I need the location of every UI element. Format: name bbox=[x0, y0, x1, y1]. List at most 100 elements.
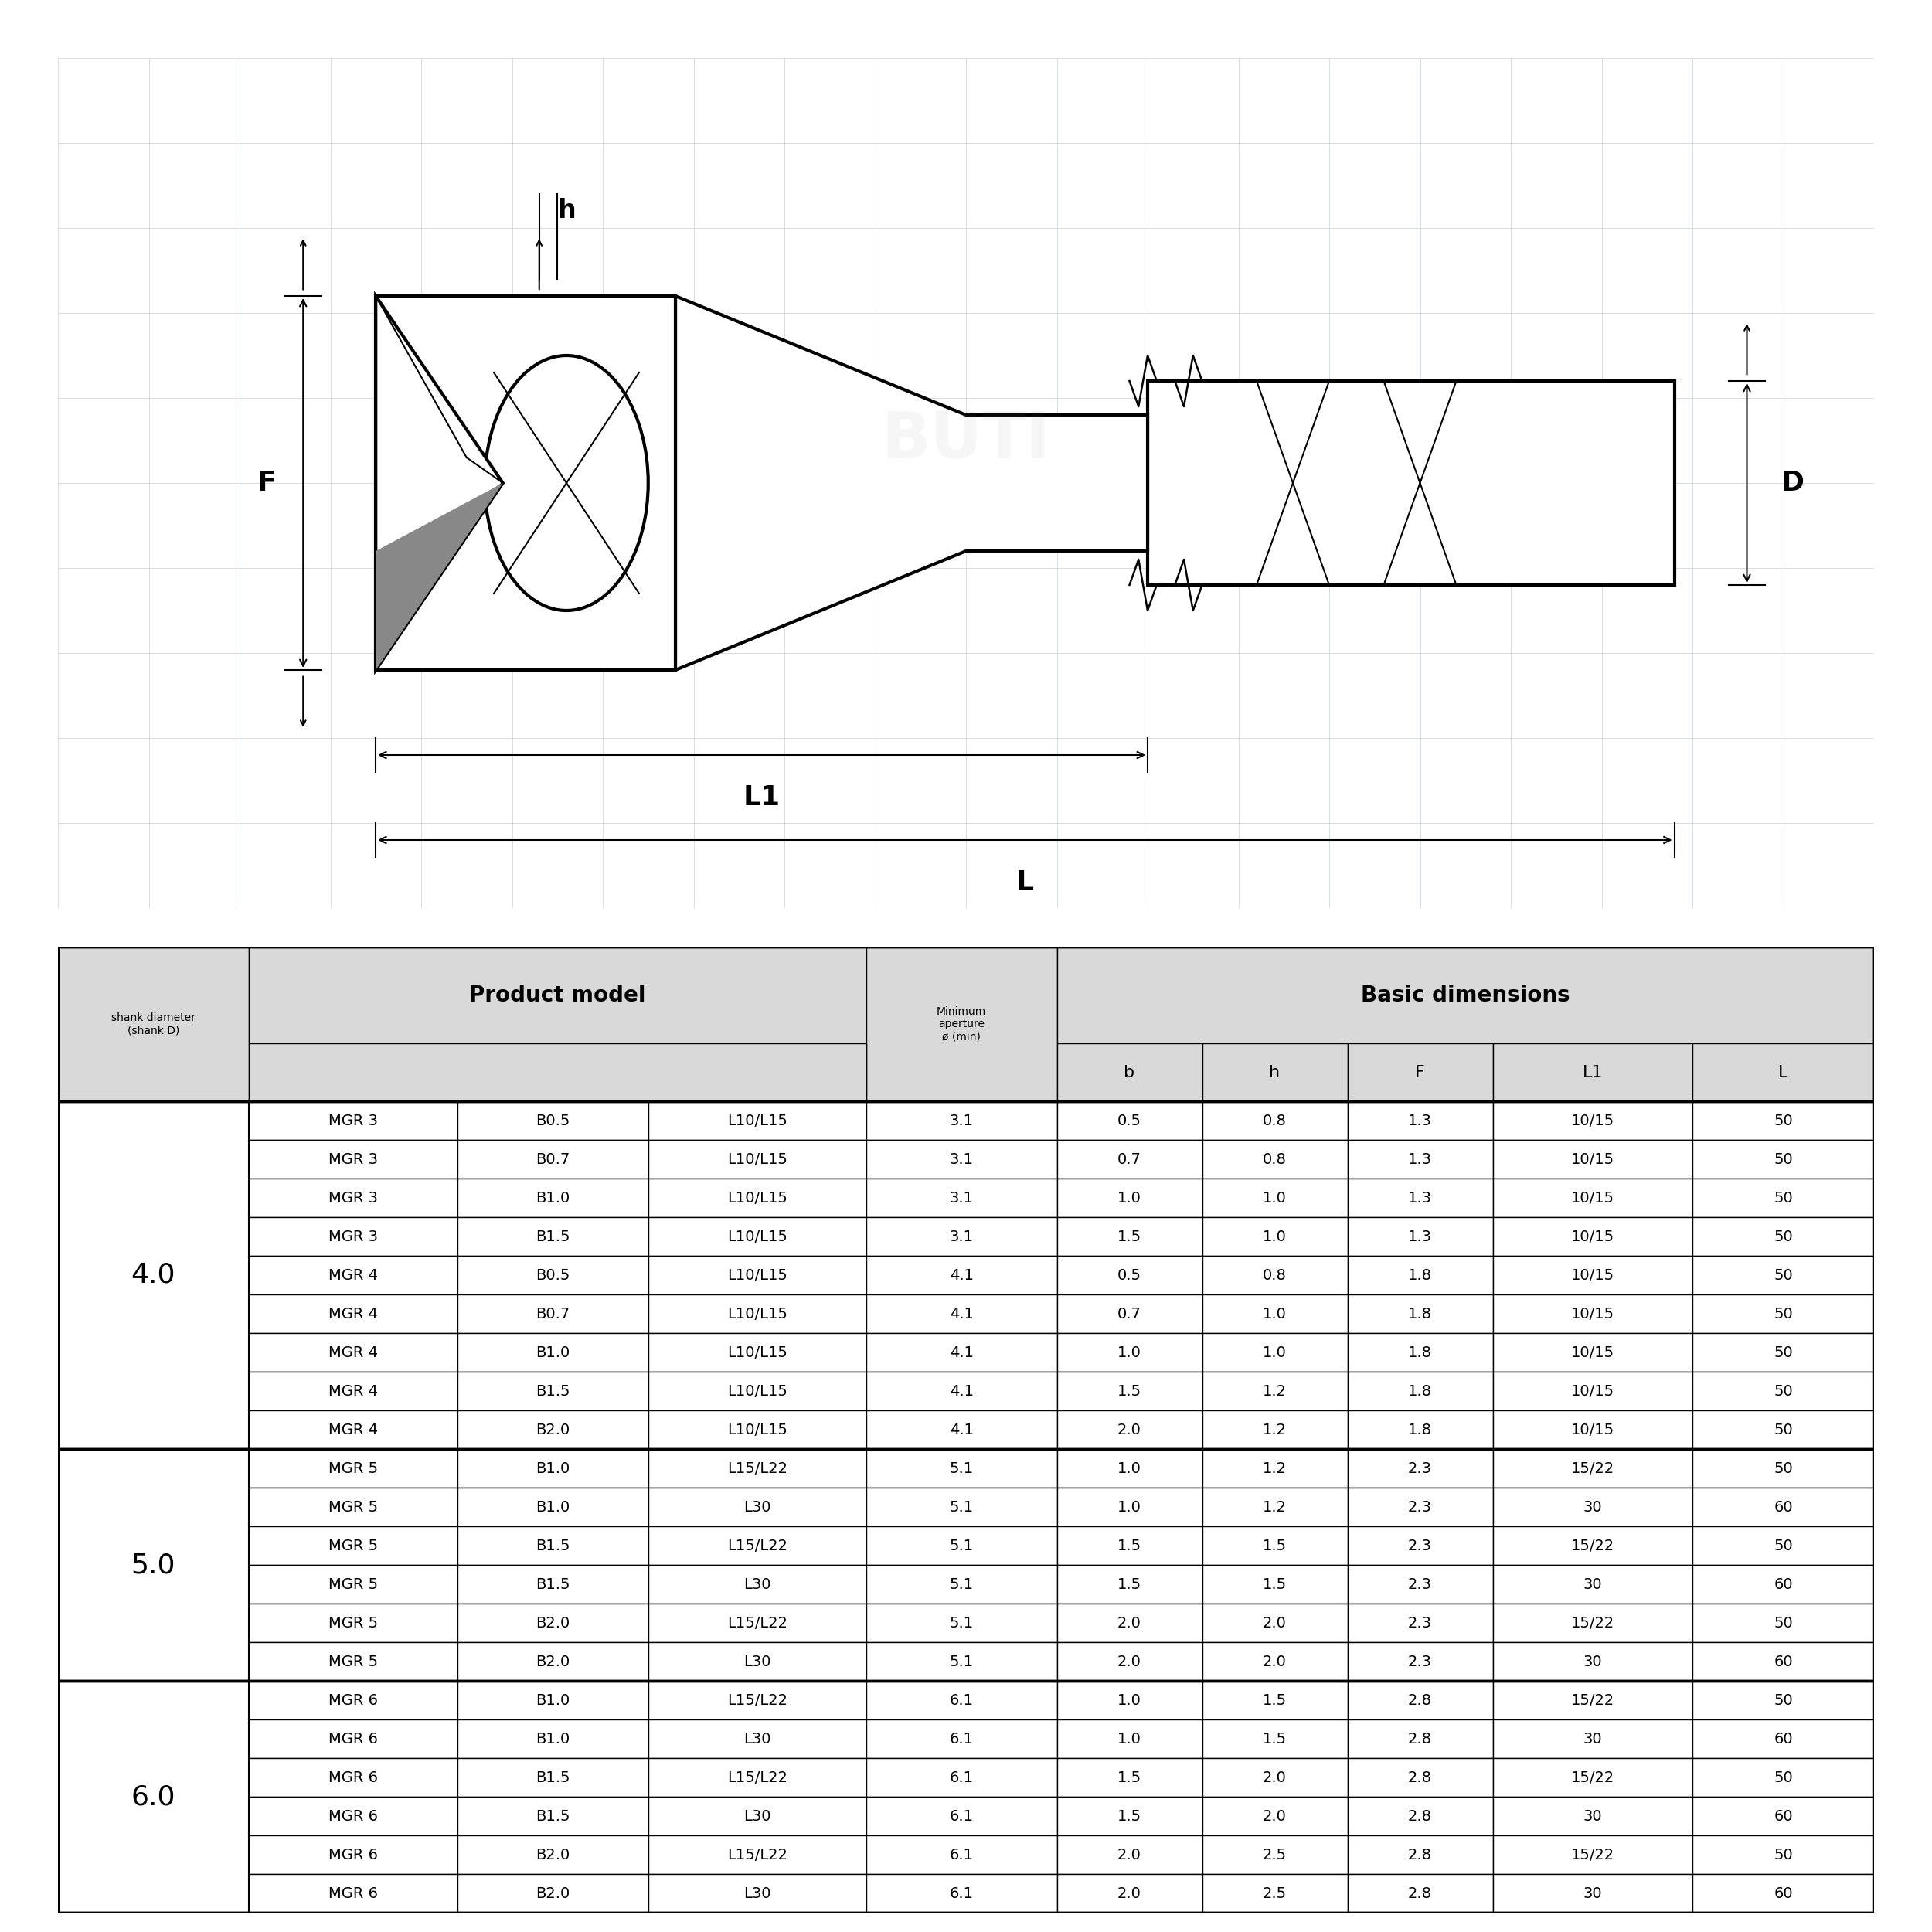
Bar bbox=[249, 1758, 458, 1797]
Bar bbox=[1202, 1410, 1347, 1449]
Bar bbox=[649, 1719, 866, 1758]
Bar bbox=[1347, 1642, 1493, 1681]
Bar bbox=[1202, 1797, 1347, 1835]
Text: B1.5: B1.5 bbox=[535, 1229, 570, 1244]
Text: 10/15: 10/15 bbox=[1571, 1113, 1615, 1128]
Bar bbox=[458, 1256, 649, 1294]
Text: 30: 30 bbox=[1582, 1654, 1602, 1669]
Text: MGR 6: MGR 6 bbox=[328, 1731, 379, 1747]
Bar bbox=[1202, 1681, 1347, 1719]
Bar bbox=[649, 1565, 866, 1604]
Text: F: F bbox=[257, 469, 276, 497]
Text: L30: L30 bbox=[744, 1654, 771, 1669]
Text: MGR 4: MGR 4 bbox=[328, 1267, 379, 1283]
Text: 1.0: 1.0 bbox=[1264, 1306, 1287, 1321]
Bar bbox=[1347, 1372, 1493, 1410]
Text: 3.1: 3.1 bbox=[949, 1151, 974, 1167]
Text: 1.5: 1.5 bbox=[1264, 1577, 1287, 1592]
Text: 2.8: 2.8 bbox=[1408, 1886, 1432, 1901]
Bar bbox=[1692, 1140, 1874, 1179]
Bar bbox=[458, 1797, 649, 1835]
Bar bbox=[1692, 1294, 1874, 1333]
Text: L: L bbox=[1016, 869, 1034, 896]
Bar bbox=[1692, 1681, 1874, 1719]
Bar bbox=[249, 1256, 458, 1294]
Text: 1.5: 1.5 bbox=[1117, 1538, 1142, 1553]
Bar bbox=[1493, 1043, 1692, 1101]
Text: 1.8: 1.8 bbox=[1408, 1422, 1432, 1437]
Bar bbox=[649, 1372, 866, 1410]
Bar bbox=[1493, 1410, 1692, 1449]
Bar bbox=[649, 1758, 866, 1797]
Text: 6.1: 6.1 bbox=[949, 1886, 974, 1901]
Bar bbox=[1057, 1140, 1202, 1179]
Bar bbox=[866, 1526, 1057, 1565]
Bar bbox=[866, 1642, 1057, 1681]
Bar bbox=[1347, 1333, 1493, 1372]
Bar bbox=[249, 1565, 458, 1604]
Text: 10/15: 10/15 bbox=[1571, 1383, 1615, 1399]
Text: L1: L1 bbox=[744, 784, 781, 811]
Bar bbox=[1202, 1526, 1347, 1565]
Bar bbox=[1347, 1101, 1493, 1140]
Bar bbox=[1692, 1256, 1874, 1294]
Text: B1.0: B1.0 bbox=[535, 1345, 570, 1360]
Text: 10/15: 10/15 bbox=[1571, 1422, 1615, 1437]
Bar bbox=[458, 1835, 649, 1874]
Text: MGR 5: MGR 5 bbox=[328, 1538, 379, 1553]
Bar bbox=[458, 1410, 649, 1449]
Bar bbox=[1347, 1256, 1493, 1294]
Text: MGR 6: MGR 6 bbox=[328, 1770, 379, 1785]
Bar bbox=[649, 1410, 866, 1449]
Text: 2.0: 2.0 bbox=[1264, 1808, 1287, 1824]
Text: 5.0: 5.0 bbox=[131, 1551, 176, 1578]
Bar bbox=[1347, 1140, 1493, 1179]
Text: h: h bbox=[556, 199, 576, 224]
Bar bbox=[1692, 1410, 1874, 1449]
Bar bbox=[458, 1294, 649, 1333]
Text: B1.5: B1.5 bbox=[535, 1577, 570, 1592]
Text: 3.1: 3.1 bbox=[949, 1113, 974, 1128]
Text: 1.0: 1.0 bbox=[1264, 1190, 1287, 1206]
Bar bbox=[1057, 1835, 1202, 1874]
Bar bbox=[1692, 1565, 1874, 1604]
Bar bbox=[1202, 1835, 1347, 1874]
Text: 1.3: 1.3 bbox=[1408, 1113, 1432, 1128]
Bar bbox=[1493, 1179, 1692, 1217]
Bar bbox=[249, 1642, 458, 1681]
Text: 10/15: 10/15 bbox=[1571, 1345, 1615, 1360]
Bar bbox=[649, 1256, 866, 1294]
Bar bbox=[1347, 1681, 1493, 1719]
Bar bbox=[866, 1217, 1057, 1256]
Bar bbox=[1057, 1294, 1202, 1333]
Text: MGR 4: MGR 4 bbox=[328, 1306, 379, 1321]
Bar bbox=[1057, 1217, 1202, 1256]
Bar bbox=[1202, 1333, 1347, 1372]
Text: B0.5: B0.5 bbox=[535, 1113, 570, 1128]
Bar bbox=[866, 1179, 1057, 1217]
Text: 15/22: 15/22 bbox=[1571, 1615, 1615, 1631]
Text: B0.7: B0.7 bbox=[535, 1306, 570, 1321]
Text: 2.0: 2.0 bbox=[1264, 1654, 1287, 1669]
Bar bbox=[1347, 1874, 1493, 1913]
Bar bbox=[1347, 1410, 1493, 1449]
Text: MGR 4: MGR 4 bbox=[328, 1383, 379, 1399]
Text: L10/L15: L10/L15 bbox=[726, 1422, 786, 1437]
Text: MGR 3: MGR 3 bbox=[328, 1113, 379, 1128]
Text: 1.0: 1.0 bbox=[1117, 1692, 1142, 1708]
Text: h: h bbox=[1269, 1065, 1281, 1080]
Text: 1.5: 1.5 bbox=[1117, 1770, 1142, 1785]
Text: 50: 50 bbox=[1774, 1770, 1793, 1785]
Text: 1.5: 1.5 bbox=[1117, 1577, 1142, 1592]
Text: 1.3: 1.3 bbox=[1408, 1229, 1432, 1244]
Text: 60: 60 bbox=[1774, 1808, 1793, 1824]
Bar bbox=[249, 1333, 458, 1372]
Text: B1.5: B1.5 bbox=[535, 1770, 570, 1785]
Bar bbox=[458, 1565, 649, 1604]
Bar bbox=[458, 1642, 649, 1681]
Text: 50: 50 bbox=[1774, 1190, 1793, 1206]
Text: 3.1: 3.1 bbox=[949, 1190, 974, 1206]
Bar bbox=[866, 1835, 1057, 1874]
Bar bbox=[1347, 1604, 1493, 1642]
Bar bbox=[866, 1565, 1057, 1604]
